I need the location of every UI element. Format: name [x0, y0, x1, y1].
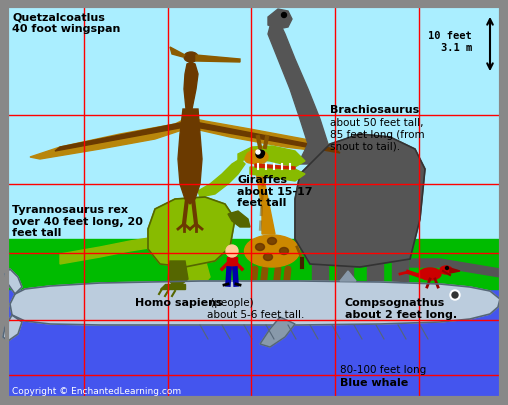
Bar [8, 8, 500, 289]
Text: (people)
about 5-6 feet tall.: (people) about 5-6 feet tall. [207, 297, 304, 319]
Polygon shape [195, 120, 355, 155]
Polygon shape [340, 271, 356, 281]
Polygon shape [260, 317, 295, 347]
Ellipse shape [389, 282, 411, 290]
Polygon shape [160, 284, 185, 289]
Ellipse shape [246, 151, 268, 164]
Polygon shape [30, 120, 185, 160]
Ellipse shape [244, 235, 300, 267]
Polygon shape [182, 284, 215, 289]
Text: Brachiosaurus: Brachiosaurus [330, 105, 419, 115]
Polygon shape [250, 168, 305, 181]
Ellipse shape [279, 248, 289, 255]
Ellipse shape [268, 238, 276, 245]
Polygon shape [168, 261, 188, 284]
Polygon shape [55, 123, 185, 151]
Text: Blue whale: Blue whale [340, 377, 408, 387]
Circle shape [452, 292, 458, 298]
Circle shape [256, 151, 264, 159]
Circle shape [260, 151, 265, 156]
Ellipse shape [184, 53, 198, 63]
Polygon shape [5, 269, 22, 294]
Bar [8, 239, 500, 264]
Bar [392, 239, 408, 284]
Polygon shape [410, 259, 500, 277]
Bar [312, 239, 328, 284]
Bar [8, 264, 500, 289]
Text: Tyrannosaurus rex
over 40 feet long, 20
feet tall: Tyrannosaurus rex over 40 feet long, 20 … [12, 205, 143, 238]
Polygon shape [148, 198, 235, 267]
Polygon shape [10, 281, 500, 325]
Polygon shape [3, 315, 22, 341]
Bar [367, 239, 383, 284]
Polygon shape [255, 164, 275, 234]
Polygon shape [170, 48, 185, 58]
Text: about 50 feet tall,
85 feet long (from
snout to tail).: about 50 feet tall, 85 feet long (from s… [330, 118, 425, 151]
Polygon shape [178, 110, 202, 205]
Polygon shape [450, 269, 460, 273]
Polygon shape [195, 123, 340, 153]
Polygon shape [268, 20, 328, 164]
Polygon shape [228, 211, 250, 228]
Circle shape [450, 290, 460, 300]
Polygon shape [268, 10, 292, 30]
Ellipse shape [440, 266, 452, 274]
Text: 10 feet
3.1 m: 10 feet 3.1 m [428, 31, 472, 53]
Bar [8, 289, 500, 397]
Circle shape [281, 13, 287, 19]
Polygon shape [60, 237, 155, 264]
Polygon shape [238, 147, 305, 168]
Polygon shape [196, 56, 240, 63]
Ellipse shape [264, 254, 272, 261]
Ellipse shape [364, 282, 386, 290]
Text: Homo sapiens: Homo sapiens [135, 297, 223, 307]
Text: Giraffes
about 15-17
feet tall: Giraffes about 15-17 feet tall [237, 175, 312, 208]
Circle shape [446, 267, 449, 270]
Text: Compsognathus
about 2 feet long.: Compsognathus about 2 feet long. [345, 297, 457, 319]
Ellipse shape [245, 156, 255, 164]
Ellipse shape [419, 269, 441, 280]
Polygon shape [198, 160, 245, 198]
Text: 80-100 feet long: 80-100 feet long [340, 364, 426, 374]
Polygon shape [184, 63, 198, 110]
Polygon shape [186, 259, 210, 284]
Polygon shape [295, 135, 425, 267]
Ellipse shape [256, 244, 265, 251]
Text: Quetzalcoatlus
40 foot wingspan: Quetzalcoatlus 40 foot wingspan [12, 12, 120, 34]
Circle shape [226, 245, 238, 257]
Circle shape [256, 151, 260, 155]
Text: Copyright © EnchantedLearning.com: Copyright © EnchantedLearning.com [12, 386, 181, 395]
Bar [337, 239, 353, 284]
Ellipse shape [312, 162, 367, 217]
Bar [227, 257, 237, 269]
Ellipse shape [334, 282, 356, 290]
Polygon shape [255, 164, 295, 170]
Ellipse shape [309, 282, 331, 290]
